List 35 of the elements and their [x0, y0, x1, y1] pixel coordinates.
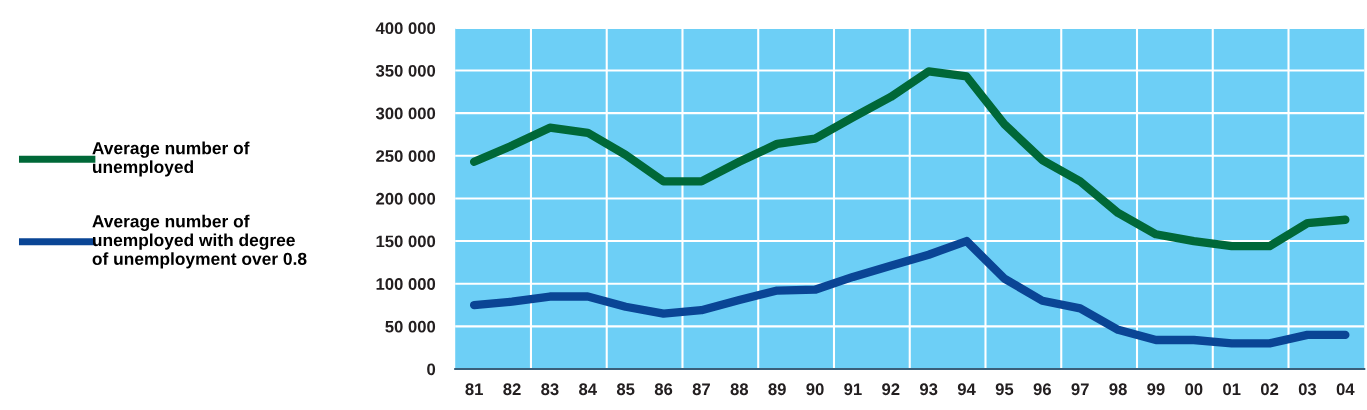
- y-tick-label: 200 000: [376, 192, 436, 205]
- x-tick-label: 84: [579, 383, 597, 396]
- x-tick-label: 00: [1185, 383, 1203, 396]
- x-tick-label: 86: [654, 383, 673, 396]
- legend-label: Average number of unemployed with degree of unemployment over 0.8: [92, 214, 307, 269]
- x-tick-label: 97: [1071, 383, 1089, 396]
- y-tick-label: 0: [427, 363, 436, 376]
- x-tick-label: 88: [730, 383, 749, 396]
- y-tick-label: 100 000: [376, 278, 436, 290]
- x-tick-label: 03: [1298, 383, 1317, 396]
- x-tick-label: 85: [616, 383, 635, 396]
- x-tick-label: 92: [882, 383, 900, 396]
- y-tick-label: 300 000: [375, 107, 436, 120]
- y-tick-label: 250 000: [376, 150, 436, 162]
- x-tick-label: 99: [1147, 383, 1165, 396]
- x-tick-label: 95: [995, 383, 1014, 396]
- x-tick-label: 98: [1109, 383, 1127, 396]
- x-tick-label: 01: [1223, 383, 1241, 396]
- legend-label: Average number of unemployed: [92, 141, 250, 177]
- y-tick-label: 150 000: [376, 235, 436, 248]
- x-tick-label: 87: [692, 383, 710, 396]
- x-tick-label: 02: [1260, 383, 1279, 396]
- x-tick-label: 89: [768, 383, 786, 396]
- x-tick-label: 91: [844, 383, 862, 396]
- x-tick-label: 04: [1336, 383, 1355, 396]
- x-tick-label: 93: [919, 383, 938, 396]
- y-tick-label: 400 000: [375, 22, 436, 35]
- x-tick-label: 94: [957, 383, 976, 396]
- y-tick-label: 350 000: [375, 64, 436, 77]
- y-tick-label: 50 000: [385, 320, 436, 333]
- x-tick-label: 96: [1033, 383, 1051, 396]
- x-tick-label: 81: [465, 383, 483, 396]
- x-tick-label: 83: [541, 383, 559, 396]
- x-tick-label: 82: [503, 383, 521, 396]
- x-tick-label: 90: [806, 383, 824, 396]
